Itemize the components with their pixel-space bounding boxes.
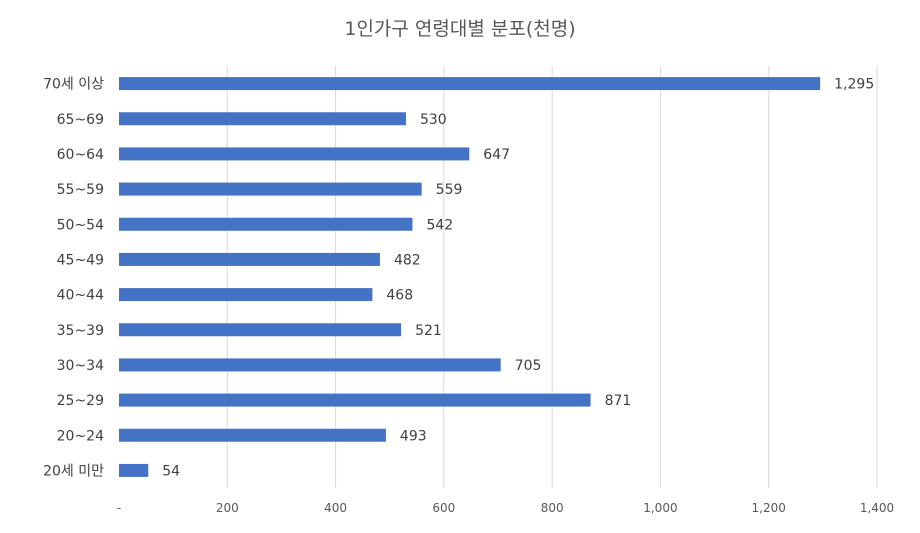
bar: [119, 217, 413, 231]
bar: [119, 112, 406, 126]
bar: [119, 147, 470, 161]
bar: [119, 77, 821, 91]
data-label: 468: [386, 288, 413, 304]
bar: [119, 182, 422, 196]
category-label: 20~24: [57, 428, 104, 444]
category-labels: 70세 이상 65~69 60~64 55~59 50~54 45~49 40~44 35~3…: [43, 77, 104, 480]
data-label: 54: [162, 463, 180, 479]
gridlines: [226, 66, 878, 488]
x-tick-label: 1,400: [860, 501, 894, 515]
x-tick-label: 600: [432, 501, 455, 515]
x-axis-ticks: - 200 400 600 800 1,000 1,200 1,400: [117, 501, 894, 515]
x-tick-label: 800: [541, 501, 564, 515]
category-label: 20세 미만: [43, 463, 104, 479]
chart-title: 1인가구 연령대별 분포(천명): [344, 18, 575, 40]
category-label: 60~64: [57, 147, 104, 163]
x-tick-label: 400: [324, 501, 347, 515]
data-label: 493: [400, 428, 427, 444]
bar: [119, 252, 380, 266]
category-label: 30~34: [57, 358, 104, 374]
data-label: 1,295: [834, 77, 874, 93]
data-label: 647: [483, 147, 510, 163]
data-label: 559: [436, 182, 463, 198]
bars: [119, 77, 821, 477]
data-label: 705: [515, 358, 542, 374]
category-label: 25~29: [57, 393, 104, 409]
category-label: 50~54: [57, 217, 104, 233]
x-tick-label: 1,000: [643, 501, 677, 515]
data-label: 482: [394, 252, 421, 268]
data-label: 530: [420, 112, 447, 128]
data-label: 521: [415, 323, 442, 339]
bar: [119, 393, 591, 407]
data-label: 542: [426, 217, 453, 233]
bar: [119, 428, 386, 442]
data-label: 871: [605, 393, 632, 409]
category-label: 65~69: [57, 112, 104, 128]
category-label: 35~39: [57, 323, 104, 339]
x-tick-label: -: [117, 501, 121, 515]
x-tick-label: 200: [216, 501, 239, 515]
x-tick-label: 1,200: [752, 501, 786, 515]
bar: [119, 288, 373, 302]
value-labels: 1,295 530 647 559 542 482 468 521 705 871 493 54: [162, 77, 874, 480]
category-label: 45~49: [57, 252, 104, 268]
bar: [119, 358, 501, 372]
category-label: 70세 이상: [43, 77, 104, 93]
bar: [119, 463, 149, 477]
category-label: 40~44: [57, 288, 104, 304]
category-label: 55~59: [57, 182, 104, 198]
bar: [119, 323, 402, 337]
